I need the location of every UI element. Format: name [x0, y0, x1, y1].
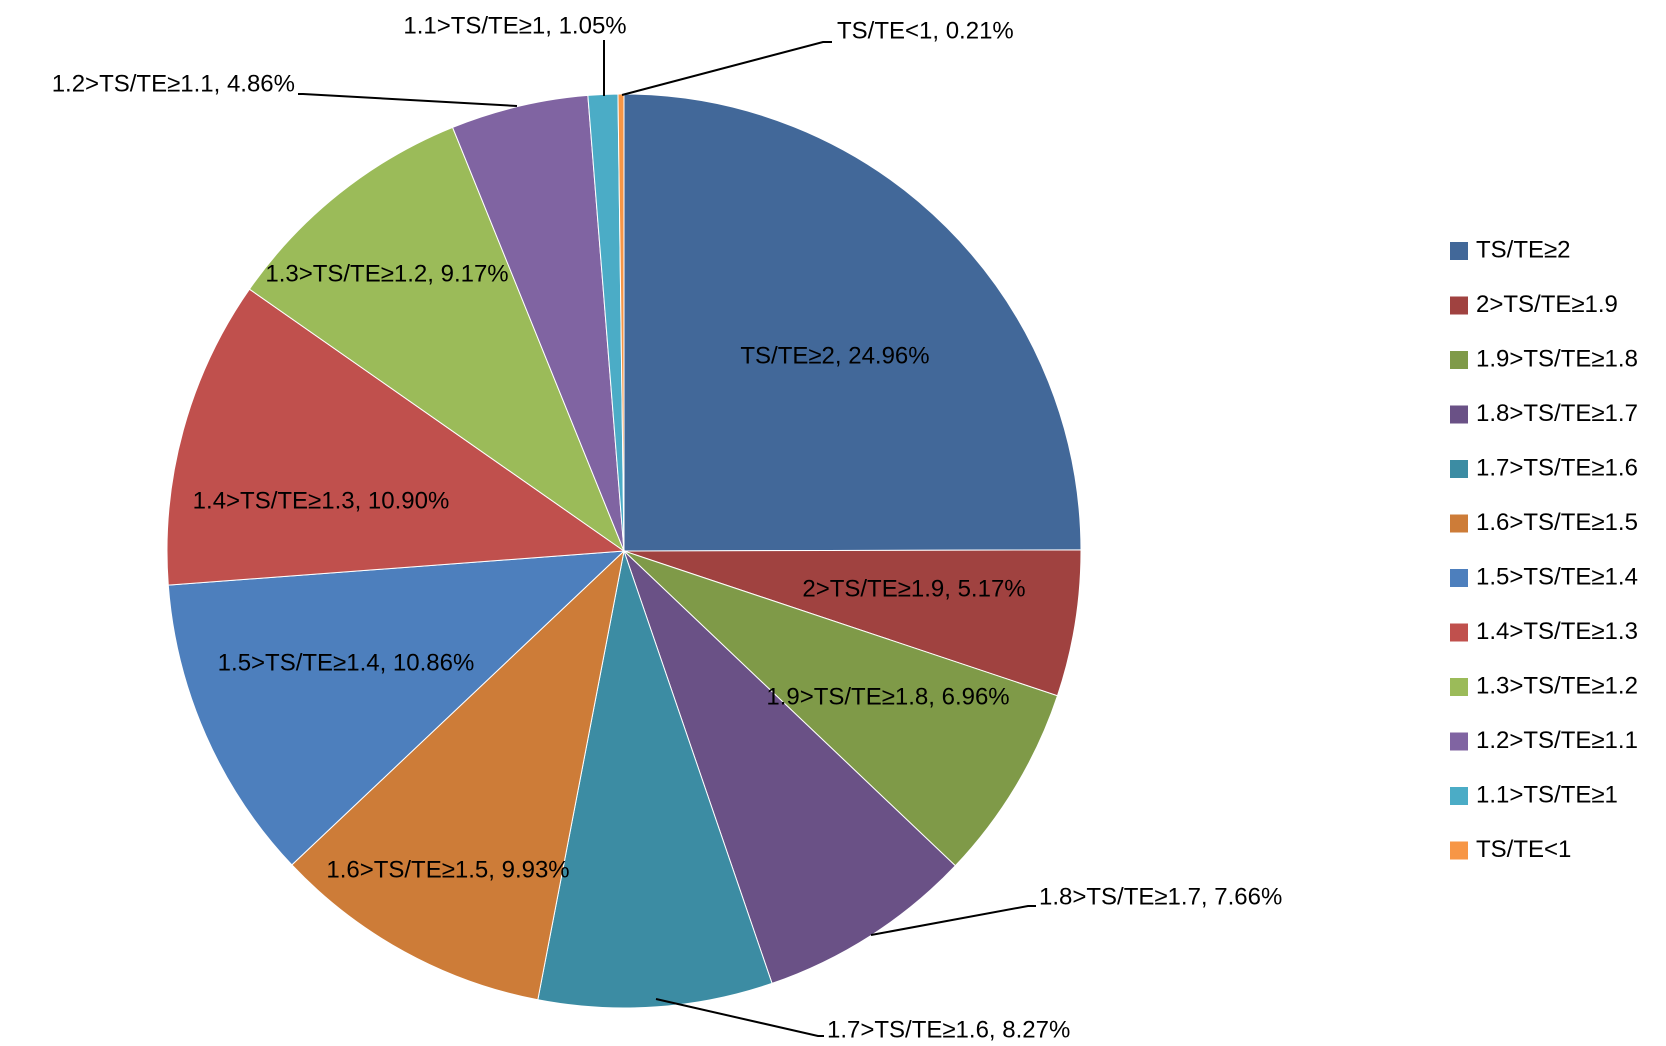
leader-line [621, 41, 832, 96]
legend-label: 1.6>TS/TE≥1.5 [1476, 509, 1638, 536]
pie-slice [537, 549, 773, 1009]
legend-label: 1.7>TS/TE≥1.6 [1476, 454, 1638, 481]
legend-swatch [1450, 351, 1468, 369]
data-label: 1.1>TS/TE≥1, 1.05% [403, 12, 626, 39]
legend-swatch [1450, 678, 1468, 696]
leader-line [298, 93, 518, 107]
data-label: 1.9>TS/TE≥1.8, 6.96% [766, 683, 1009, 710]
data-label: TS/TE<1, 0.21% [837, 17, 1014, 44]
legend-label: 1.9>TS/TE≥1.8 [1476, 345, 1638, 372]
legend-label: 1.2>TS/TE≥1.1 [1476, 727, 1638, 754]
legend-swatch [1450, 841, 1468, 860]
legend-swatch [1450, 405, 1468, 424]
data-label: 1.3>TS/TE≥1.2, 9.17% [265, 260, 508, 287]
legend-swatch [1450, 514, 1468, 533]
pie-slice [623, 550, 957, 984]
legend-label: 1.8>TS/TE≥1.7 [1476, 400, 1638, 427]
data-label: 1.5>TS/TE≥1.4, 10.86% [218, 649, 475, 676]
legend-swatch [1450, 460, 1468, 478]
legend-label: 1.3>TS/TE≥1.2 [1476, 672, 1638, 699]
data-label: 1.2>TS/TE≥1.1, 4.86% [52, 70, 295, 97]
pie-slice [167, 550, 626, 866]
data-label: 1.7>TS/TE≥1.6, 8.27% [827, 1016, 1070, 1043]
data-label: TS/TE≥2, 24.96% [740, 342, 929, 369]
pie-slice [623, 93, 1082, 552]
legend-swatch [1450, 787, 1468, 805]
legend-label: TS/TE<1 [1476, 836, 1571, 863]
data-label: 2>TS/TE≥1.9, 5.17% [802, 575, 1025, 602]
pie-slice [623, 549, 1082, 697]
pie-slice [166, 288, 626, 586]
legend-swatch [1450, 732, 1468, 751]
legend-swatch [1450, 623, 1468, 642]
data-label: 1.8>TS/TE≥1.7, 7.66% [1039, 883, 1282, 910]
data-label: 1.4>TS/TE≥1.3, 10.90% [193, 487, 450, 514]
legend-swatch [1450, 242, 1468, 260]
legend-label: TS/TE≥2 [1476, 236, 1571, 263]
leader-line [655, 998, 824, 1037]
legend-label: 1.4>TS/TE≥1.3 [1476, 618, 1638, 645]
legend-label: 2>TS/TE≥1.9 [1476, 291, 1618, 318]
legend-swatch [1450, 296, 1468, 315]
pie-slice [248, 126, 626, 553]
data-label: 1.6>TS/TE≥1.5, 9.93% [326, 856, 569, 883]
pie-slice [291, 549, 625, 1001]
legend-label: 1.5>TS/TE≥1.4 [1476, 563, 1638, 590]
legend-swatch [1450, 569, 1468, 587]
legend-label: 1.1>TS/TE≥1 [1476, 781, 1618, 808]
pie-slice [623, 550, 1059, 867]
leader-line [870, 905, 1036, 936]
